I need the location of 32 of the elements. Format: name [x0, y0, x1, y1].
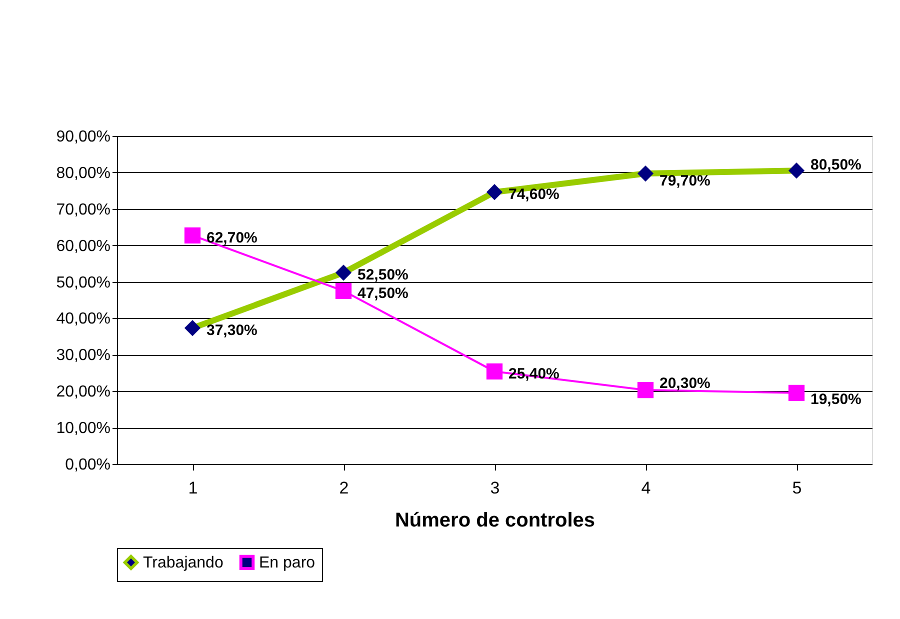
data-label: 80,50%	[810, 156, 862, 174]
y-tick-label: 70,00%	[56, 201, 110, 218]
y-tick-label: 10,00%	[56, 420, 110, 438]
y-tick-label: 90,00%	[56, 128, 110, 146]
y-tick-label: 30,00%	[56, 347, 110, 364]
y-tick-label: 80,00%	[56, 164, 110, 182]
data-label: 19,50%	[810, 391, 862, 408]
legend-label: En paro	[259, 554, 316, 572]
point	[335, 282, 352, 299]
y-tick-label: 60,00%	[56, 238, 110, 255]
data-label: 20,30%	[660, 375, 710, 392]
y-tick-label: 20,00%	[56, 384, 110, 401]
data-label: 62,70%	[206, 229, 258, 246]
point	[788, 384, 805, 401]
x-tick-label: 5	[792, 478, 802, 498]
x-tick-label: 4	[641, 478, 651, 498]
data-label: 79,70%	[660, 172, 710, 190]
y-tick-label: 50,00%	[56, 274, 110, 292]
data-label: 74,60%	[508, 186, 560, 204]
x-tick-label: 1	[188, 478, 198, 498]
x-tick-label: 3	[490, 478, 500, 498]
point	[184, 227, 201, 244]
data-label: 52,50%	[358, 266, 408, 284]
x-tick-label: 2	[339, 478, 349, 498]
y-tick-label: 0,00%	[65, 456, 110, 474]
legend-label: Trabajando	[143, 554, 224, 572]
data-label: 47,50%	[358, 284, 408, 302]
x-axis-title: Número de controles	[394, 510, 596, 532]
point	[637, 382, 654, 398]
point	[486, 363, 503, 380]
y-tick-label: 40,00%	[56, 310, 110, 328]
data-label: 37,30%	[206, 322, 258, 340]
